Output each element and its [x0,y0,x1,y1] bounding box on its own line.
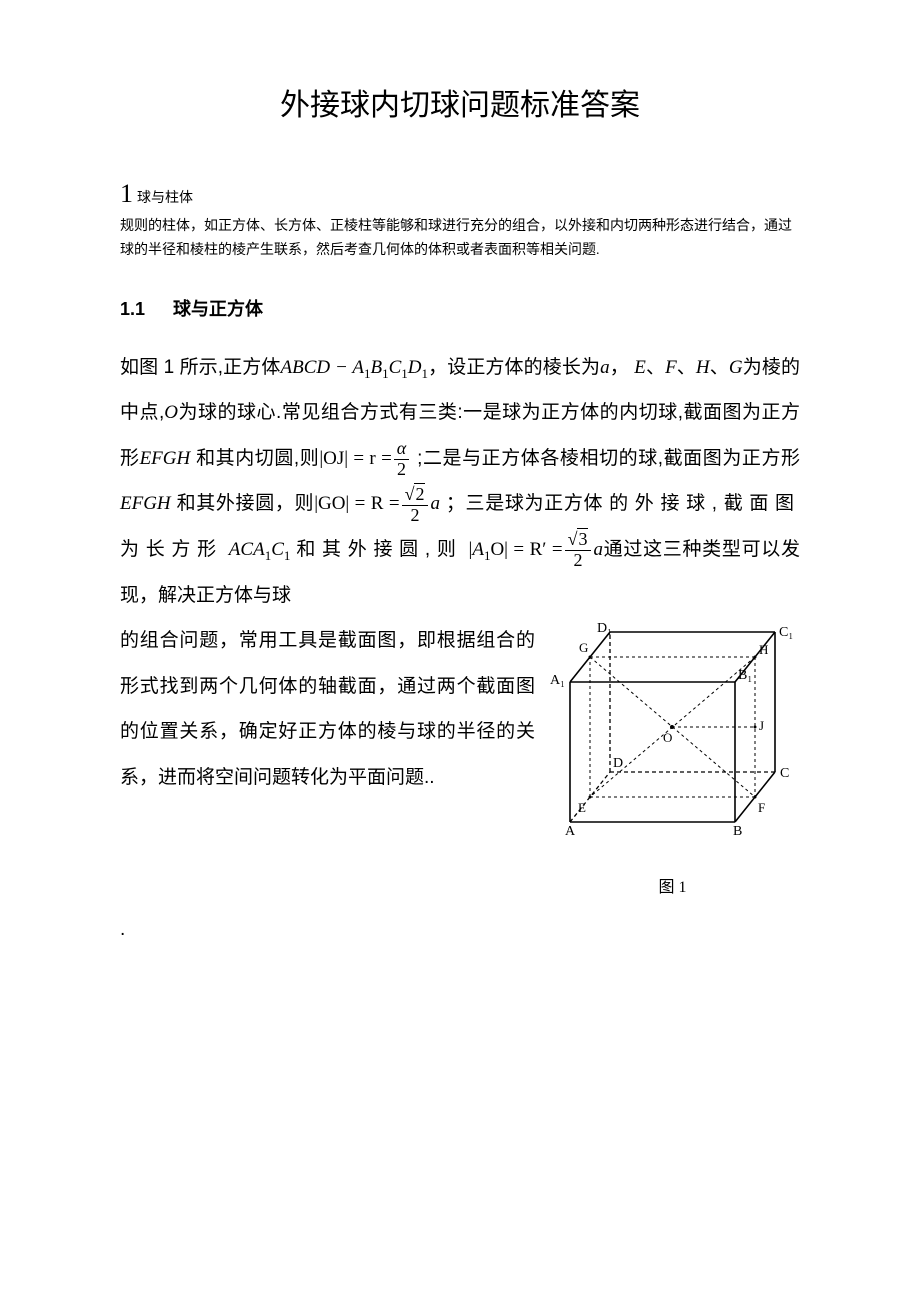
svg-text:H: H [759,642,768,657]
svg-text:B₁: B₁ [738,668,752,683]
svg-text:D: D [613,756,623,771]
subsection-header: 1.1 球与正方体 [120,295,800,321]
svg-text:C: C [780,766,789,781]
subsection-title: 球与正方体 [173,299,263,319]
section-header: 1 球与柱体 [120,179,800,209]
intro-paragraph: 规则的柱体，如正方体、长方体、正棱柱等能够和球进行充分的组合，以外接和内切两种形… [120,215,800,263]
svg-text:A₁: A₁ [550,673,565,688]
section-label: 球与柱体 [137,191,193,206]
body-content: 如图 1 所示,正方体ABCD − A1B1C1D1，设正方体的棱长为a， E、… [120,345,800,953]
svg-text:D₁: D₁ [597,622,612,636]
section-number: 1 [120,179,133,208]
svg-text:B: B [733,824,742,839]
document-title: 外接球内切球问题标准答案 [120,80,800,124]
subsection-number: 1.1 [120,299,145,319]
svg-text:E: E [578,800,586,815]
svg-text:A: A [565,824,576,839]
figure-caption: 图 1 [545,869,800,907]
cube-diagram: A B C D A₁ B₁ C₁ D₁ E F G H O J [545,622,800,847]
figure-1: A B C D A₁ B₁ C₁ D₁ E F G H O J 图 1 [545,622,800,907]
svg-text:O: O [663,730,672,745]
svg-text:C₁: C₁ [779,625,793,640]
svg-text:F: F [758,800,765,815]
svg-text:J: J [759,718,764,733]
svg-text:G: G [579,640,588,655]
